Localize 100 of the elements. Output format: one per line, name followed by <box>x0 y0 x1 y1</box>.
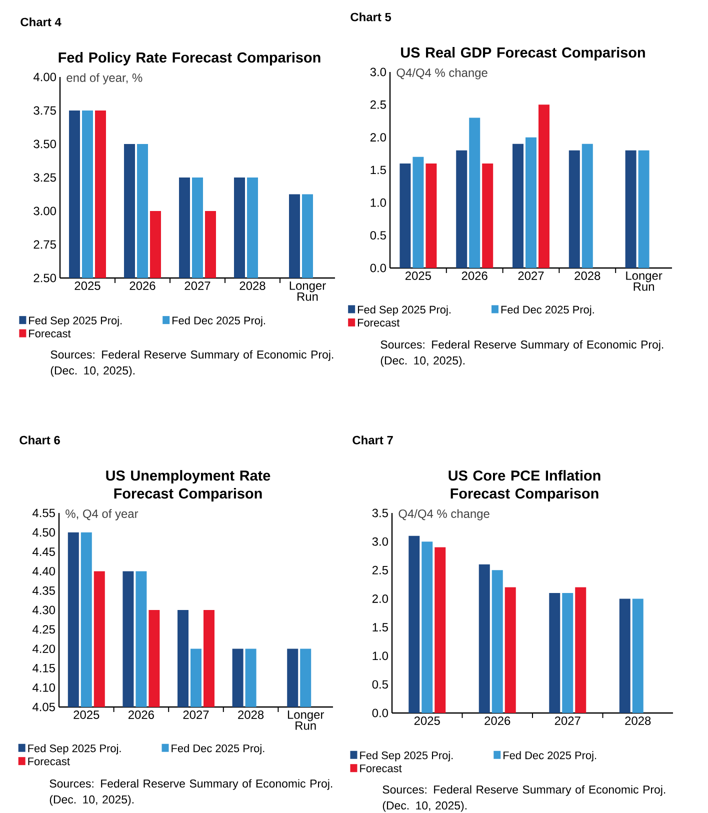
x-tick-label: 2028 <box>238 710 264 719</box>
bar <box>538 104 550 268</box>
x-tick-label: Longer Run <box>288 710 324 730</box>
bar <box>482 163 494 268</box>
bar <box>568 150 580 268</box>
y-tick-label: 0.5 <box>372 680 388 689</box>
legend-label: Fed Sep 2025 Proj. <box>28 744 121 754</box>
y-tick-label: 0.0 <box>372 708 388 718</box>
y-tick-label: 4.10 <box>32 683 56 692</box>
chart-title: US Real GDP Forecast Comparison <box>401 47 645 60</box>
y-tick-label: 3.5 <box>372 508 388 518</box>
x-tick-label: 2027 <box>518 272 544 280</box>
x-tick-label: 2025 <box>74 710 100 719</box>
caption: Chart 7 <box>352 436 393 444</box>
x-tick-label: 2027 <box>554 716 580 725</box>
bar <box>478 564 490 713</box>
x-tick-label: 2028 <box>574 272 600 280</box>
y-tick-label: 3.0 <box>372 537 388 546</box>
y-tick-label: 1.0 <box>370 198 386 207</box>
caption: Chart 6 <box>20 436 60 444</box>
bar <box>400 163 411 268</box>
source-note: Sources: Federal Reserve Summary of Economic Proj. (Dec. 10, 2025). <box>382 785 666 812</box>
y-tick-label: 1.5 <box>370 166 386 174</box>
y-tick-label: 2.5 <box>370 100 386 109</box>
bar <box>562 592 574 713</box>
y-tick-label: 1.0 <box>372 652 388 660</box>
bar <box>526 137 536 268</box>
x-tick-label: 2028 <box>240 282 266 290</box>
y-tick-label: 4.40 <box>32 566 56 576</box>
caption: Chart 4 <box>20 18 62 26</box>
source-note: Sources: Federal Reserve Summary of Economic Proj. (Dec. 10, 2025). <box>50 779 332 806</box>
x-tick-label: 2028 <box>625 716 651 725</box>
bar <box>426 163 437 268</box>
legend-label: Fed Sep 2025 Proj. <box>360 751 453 762</box>
x-tick-label: 2025 <box>414 716 440 725</box>
bar <box>582 144 593 268</box>
y-tick-label: 3.75 <box>34 106 56 115</box>
bar <box>434 547 446 713</box>
y-tick-label: 2.5 <box>372 566 388 574</box>
bar <box>632 598 644 713</box>
y-tick-label: 4.30 <box>32 606 56 614</box>
bar <box>408 536 420 713</box>
legend-label: Fed Dec 2025 Proj. <box>172 744 264 754</box>
bar <box>469 118 480 268</box>
legend-label: Forecast <box>29 330 71 338</box>
legend-label: Fed Dec 2025 Proj. <box>172 316 265 327</box>
x-tick-label: 2026 <box>462 272 488 280</box>
legend-label: Fed Sep 2025 Proj. <box>29 316 122 327</box>
chart-title: Fed Policy Rate Forecast Comparison <box>58 52 320 66</box>
y-tick-label: 2.50 <box>34 274 56 282</box>
y-tick-label: 2.75 <box>34 240 56 249</box>
legend-label: Forecast <box>358 318 400 327</box>
legend-label: Fed Sep 2025 Proj. <box>358 305 450 316</box>
bar <box>456 150 468 268</box>
bar <box>575 587 586 713</box>
bar <box>549 592 560 713</box>
x-tick-label: Longer Run <box>626 272 662 291</box>
bar <box>492 570 503 713</box>
bar <box>412 156 424 268</box>
bar <box>619 598 630 713</box>
y-tick-label: 0.5 <box>370 231 386 240</box>
x-tick-label: 2026 <box>130 282 156 290</box>
y-tick-label: 4.50 <box>32 528 56 537</box>
x-tick-label: 2025 <box>405 272 431 280</box>
y-axis-title: Q4/Q4 % change <box>396 68 488 80</box>
y-tick-label: 3.00 <box>34 206 56 216</box>
bar <box>512 144 524 268</box>
y-axis-title: %, Q4 of year <box>66 509 138 520</box>
x-tick-label: 2027 <box>183 710 209 719</box>
x-tick-label: 2026 <box>128 710 154 719</box>
y-tick-label: 4.00 <box>33 72 56 82</box>
y-tick-label: 4.55 <box>32 508 55 518</box>
y-tick-label: 4.35 <box>32 586 55 595</box>
x-tick-label: Longer Run <box>290 282 326 301</box>
y-tick-label: 4.05 <box>32 702 55 712</box>
legend-label: Forecast <box>360 764 402 772</box>
y-axis-title: end of year, % <box>66 73 142 84</box>
y-tick-label: 3.25 <box>34 173 56 182</box>
bar <box>625 150 636 268</box>
x-tick-label: 2026 <box>484 716 510 725</box>
y-tick-label: 4.25 <box>32 625 55 634</box>
y-tick-label: 4.45 <box>32 548 55 556</box>
y-tick-label: 4.20 <box>32 644 56 654</box>
caption: Chart 5 <box>350 12 392 22</box>
y-tick-label: 2.0 <box>372 594 388 603</box>
chart-title: US Core PCE Inflation Forecast Comparison <box>448 470 600 502</box>
bar <box>504 587 516 713</box>
source-note: Sources: Federal Reserve Summary of Economic Proj. (Dec. 10, 2025). <box>50 350 334 377</box>
chart-title: US Unemployment Rate Forecast Comparison <box>106 470 270 502</box>
y-tick-label: 3.50 <box>34 140 56 148</box>
x-tick-label: 2027 <box>184 282 210 290</box>
bar <box>638 150 650 268</box>
legend-label: Fed Dec 2025 Proj. <box>501 305 594 316</box>
y-tick-label: 2.0 <box>370 133 386 142</box>
y-axis-title: Q4/Q4 % change <box>398 509 490 520</box>
x-tick-label: 2025 <box>74 282 100 290</box>
y-tick-label: 4.15 <box>32 664 55 672</box>
legend-label: Fed Dec 2025 Proj. <box>504 751 596 762</box>
y-tick-label: 0.0 <box>370 264 386 272</box>
legend-label: Forecast <box>28 758 70 766</box>
